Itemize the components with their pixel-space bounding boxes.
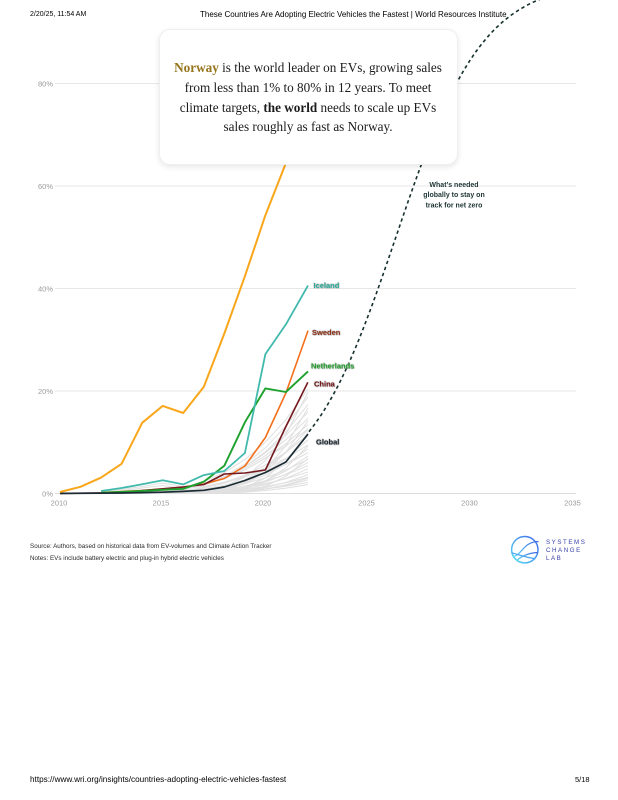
svg-text:2035: 2035 <box>564 499 581 508</box>
svg-text:What’s needed: What’s needed <box>429 182 478 189</box>
svg-text:2010: 2010 <box>51 499 68 508</box>
svg-text:40%: 40% <box>38 284 53 293</box>
svg-text:track for net zero: track for net zero <box>426 202 483 209</box>
svg-text:20%: 20% <box>38 387 53 396</box>
svg-text:60%: 60% <box>38 182 53 191</box>
svg-text:China: China <box>314 380 336 389</box>
svg-text:Global: Global <box>316 438 339 447</box>
svg-text:globally to stay on: globally to stay on <box>423 192 484 199</box>
svg-text:Sweden: Sweden <box>312 328 341 337</box>
svg-text:2015: 2015 <box>153 499 170 508</box>
svg-text:2020: 2020 <box>255 499 272 508</box>
svg-text:Iceland: Iceland <box>314 281 340 290</box>
svg-text:80%: 80% <box>38 79 53 88</box>
svg-text:0%: 0% <box>42 489 53 498</box>
svg-text:Netherlands: Netherlands <box>311 362 354 371</box>
svg-text:2030: 2030 <box>461 499 478 508</box>
svg-text:2025: 2025 <box>358 499 375 508</box>
